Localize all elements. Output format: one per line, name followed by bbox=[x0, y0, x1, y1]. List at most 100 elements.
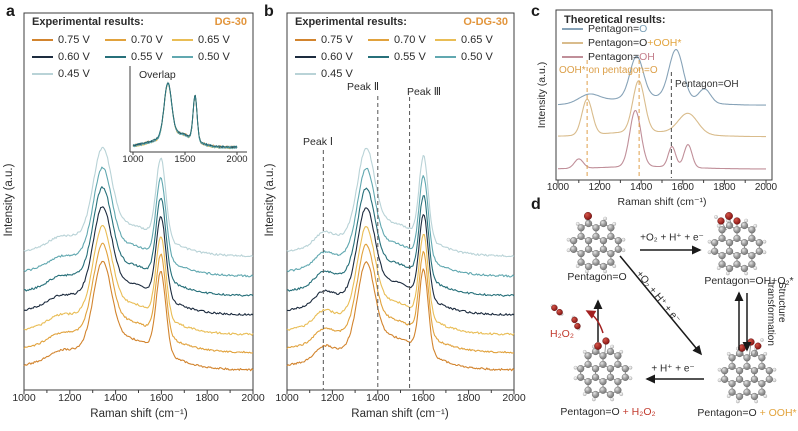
carbon-atom bbox=[735, 375, 744, 383]
legend-swatch bbox=[562, 56, 583, 58]
raman-curve-0.50V bbox=[286, 167, 515, 278]
raman-curve-0.75V bbox=[286, 261, 515, 372]
chart-annotation: Pentagon=OH bbox=[675, 79, 739, 90]
inset-curve-0.60V bbox=[132, 82, 238, 149]
panel-b-plot bbox=[286, 12, 515, 395]
caption-part: Pentagon=O bbox=[567, 271, 627, 283]
hydrogen-atom bbox=[736, 399, 740, 404]
molecule-caption-bottom-right: Pentagon=O + OOH* bbox=[697, 407, 796, 419]
hydrogen-atom bbox=[716, 266, 721, 270]
hydrogen-atom bbox=[744, 218, 748, 223]
inset-tick-label: 1000 bbox=[122, 154, 144, 165]
tick-label: 1800 bbox=[456, 392, 481, 404]
panel-d-letter: d bbox=[531, 196, 541, 213]
legend-swatch bbox=[32, 73, 53, 75]
carbon-atom bbox=[606, 390, 615, 399]
raman-curve-0.60V bbox=[287, 207, 515, 316]
carbon-atom bbox=[725, 221, 734, 230]
carbon-atom bbox=[584, 245, 593, 253]
legend-item-0.55V: 0.55 V bbox=[105, 51, 163, 63]
hydrogen-atom bbox=[753, 266, 758, 270]
reaction-label-top: +O₂ + H⁺ + e⁻ bbox=[640, 232, 704, 244]
legend-swatch bbox=[295, 73, 316, 75]
oxygen-atom bbox=[574, 322, 581, 330]
legend-item-0.50V: 0.50 V bbox=[172, 51, 230, 63]
panel-c-ylabel: Intensity (a.u.) bbox=[536, 61, 548, 129]
legend-item-0.75V: 0.75 V bbox=[295, 34, 353, 46]
molecule-caption-bottom-left: Pentagon=O + H₂O₂ bbox=[560, 406, 655, 418]
carbon-atom bbox=[584, 219, 593, 228]
raman-curve-0.70V bbox=[23, 242, 254, 354]
hydrogen-atom bbox=[566, 248, 571, 253]
carbon-atom bbox=[599, 245, 608, 253]
carbon-atom bbox=[614, 237, 622, 245]
inset-curve-0.50V bbox=[132, 83, 238, 150]
hydrogen-atom bbox=[763, 394, 768, 398]
carbon-atom bbox=[599, 262, 608, 271]
carbon-atom bbox=[607, 250, 615, 258]
hydrogen-atom bbox=[582, 392, 587, 396]
carbon-atom bbox=[748, 260, 756, 268]
inset-curve-0.75V bbox=[132, 82, 238, 148]
carbon-atom bbox=[584, 352, 592, 360]
peak-label: Peak Ⅰ bbox=[303, 136, 333, 148]
hydrogen-atom bbox=[621, 237, 626, 242]
carbon-atom bbox=[591, 365, 600, 373]
panel-b-sample-label: O-DG-30 bbox=[463, 16, 508, 28]
carbon-atom bbox=[592, 224, 600, 232]
molecule-OH_O2 bbox=[707, 212, 767, 276]
oxygen-atom bbox=[584, 211, 593, 220]
legend-swatch bbox=[32, 39, 53, 41]
inset-title: Overlap bbox=[139, 69, 176, 81]
inset-curve-0.55V bbox=[132, 82, 238, 149]
tick-label: 1600 bbox=[411, 392, 435, 404]
hydrogen-atom bbox=[619, 392, 624, 396]
carbon-atom bbox=[743, 388, 751, 396]
carbon-atom bbox=[614, 352, 622, 360]
raman-curve-Pentagon=O bbox=[557, 49, 766, 106]
panel-b-legend-title: Experimental results: bbox=[295, 16, 407, 28]
legend-item-0.65V: 0.65 V bbox=[435, 34, 493, 46]
peak-label: Peak Ⅱ bbox=[346, 81, 380, 93]
carbon-atom bbox=[750, 392, 759, 401]
carbon-atom bbox=[614, 245, 622, 253]
raman-curve-0.70V bbox=[286, 243, 514, 354]
legend-label: 0.45 V bbox=[58, 68, 90, 80]
carbon-atom bbox=[733, 226, 741, 234]
legend-label: 0.45 V bbox=[321, 68, 353, 80]
molecule-O_pair bbox=[573, 337, 633, 402]
raman-curve-0.55V bbox=[286, 187, 515, 297]
oxygen-atom bbox=[571, 316, 578, 324]
panel-d-diagram bbox=[550, 211, 777, 404]
hydrogen-atom bbox=[707, 239, 712, 244]
tick-label: 1000 bbox=[12, 392, 36, 404]
carbon-atom bbox=[621, 365, 629, 373]
tick-label: 2000 bbox=[502, 392, 526, 404]
legend-item-0.65V: 0.65 V bbox=[172, 34, 230, 46]
panel-c-plot bbox=[555, 9, 773, 185]
inset-tick-label: 2000 bbox=[226, 154, 248, 165]
carbon-atom bbox=[592, 232, 600, 240]
tick-label: 1400 bbox=[103, 392, 128, 404]
oxygen-atom bbox=[754, 342, 762, 350]
hydrogen-atom bbox=[753, 224, 758, 228]
carbon-atom bbox=[728, 388, 736, 396]
legend-label: Pentagon=O bbox=[588, 23, 647, 35]
carbon-atom bbox=[758, 388, 766, 396]
tick-label: 2000 bbox=[754, 182, 778, 193]
hydrogen-atom bbox=[621, 248, 626, 253]
panel-a-legend-title: Experimental results: bbox=[32, 16, 144, 28]
legend-item-c2: Pentagon=OH bbox=[562, 51, 655, 63]
legend-item-0.45V: 0.45 V bbox=[295, 68, 353, 80]
carbon-atom bbox=[748, 234, 756, 242]
carbon-atom bbox=[735, 392, 744, 401]
tick-label: 2000 bbox=[241, 392, 265, 404]
legend-item-0.45V: 0.45 V bbox=[32, 68, 90, 80]
legend-swatch bbox=[295, 39, 316, 41]
legend-label: 0.65 V bbox=[461, 34, 493, 46]
hydrogen-atom bbox=[762, 250, 767, 255]
carbon-atom bbox=[606, 365, 615, 373]
hydrogen-atom bbox=[762, 239, 767, 244]
